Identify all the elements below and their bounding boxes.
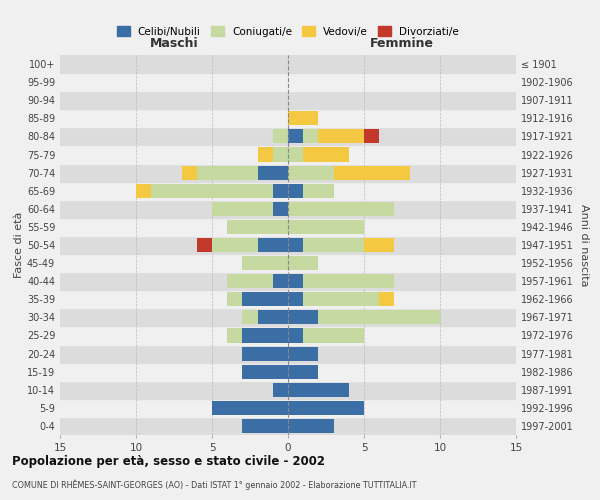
Bar — [288, 292, 303, 306]
Bar — [273, 148, 288, 162]
Bar — [60, 73, 516, 91]
Bar — [60, 110, 516, 128]
Bar — [60, 399, 516, 417]
Bar — [60, 272, 516, 290]
Bar — [288, 202, 394, 216]
Text: Maschi: Maschi — [149, 36, 199, 50]
Text: Femmine: Femmine — [370, 36, 434, 50]
Bar — [288, 238, 303, 252]
Bar — [227, 292, 242, 306]
Legend: Celibi/Nubili, Coniugati/e, Vedovi/e, Divorziati/e: Celibi/Nubili, Coniugati/e, Vedovi/e, Di… — [113, 22, 463, 41]
Bar — [60, 182, 516, 200]
Bar — [60, 344, 516, 362]
Bar — [303, 238, 364, 252]
Bar — [60, 146, 516, 164]
Bar — [60, 200, 516, 218]
Bar — [288, 328, 303, 342]
Bar — [197, 166, 257, 179]
Bar — [257, 310, 288, 324]
Bar — [303, 184, 334, 198]
Bar — [288, 220, 364, 234]
Bar — [242, 328, 288, 342]
Bar — [273, 202, 288, 216]
Bar — [212, 401, 288, 415]
Bar — [60, 308, 516, 326]
Bar — [60, 91, 516, 110]
Bar — [273, 130, 288, 143]
Bar — [60, 236, 516, 254]
Bar — [288, 130, 303, 143]
Bar — [334, 166, 410, 179]
Bar — [288, 166, 334, 179]
Bar — [288, 310, 319, 324]
Bar — [303, 274, 394, 288]
Bar — [288, 419, 334, 433]
Bar — [60, 128, 516, 146]
Bar — [288, 401, 364, 415]
Bar — [288, 148, 303, 162]
Bar — [60, 326, 516, 344]
Bar — [273, 184, 288, 198]
Bar — [182, 166, 197, 179]
Bar — [303, 328, 364, 342]
Bar — [197, 238, 212, 252]
Bar — [288, 364, 319, 378]
Bar — [60, 164, 516, 182]
Bar — [273, 382, 288, 397]
Y-axis label: Fasce di età: Fasce di età — [14, 212, 24, 278]
Bar — [60, 218, 516, 236]
Bar — [60, 417, 516, 435]
Bar — [288, 274, 303, 288]
Bar — [242, 292, 288, 306]
Bar — [242, 419, 288, 433]
Bar — [319, 130, 364, 143]
Text: Popolazione per età, sesso e stato civile - 2002: Popolazione per età, sesso e stato civil… — [12, 455, 325, 468]
Bar — [364, 130, 379, 143]
Bar — [242, 310, 257, 324]
Y-axis label: Anni di nascita: Anni di nascita — [579, 204, 589, 286]
Bar — [288, 256, 319, 270]
Bar — [60, 290, 516, 308]
Bar — [303, 292, 379, 306]
Bar — [242, 364, 288, 378]
Bar — [60, 362, 516, 380]
Bar — [60, 55, 516, 73]
Bar — [257, 148, 273, 162]
Bar — [303, 130, 319, 143]
Bar — [288, 112, 319, 126]
Bar — [257, 166, 288, 179]
Bar — [227, 220, 288, 234]
Bar — [212, 202, 273, 216]
Bar — [364, 238, 394, 252]
Bar — [136, 184, 151, 198]
Bar — [60, 380, 516, 399]
Bar — [288, 346, 319, 360]
Bar — [257, 238, 288, 252]
Bar — [227, 274, 273, 288]
Bar — [288, 382, 349, 397]
Text: COMUNE DI RHÊMES-SAINT-GEORGES (AO) - Dati ISTAT 1° gennaio 2002 - Elaborazione : COMUNE DI RHÊMES-SAINT-GEORGES (AO) - Da… — [12, 480, 416, 490]
Bar — [319, 310, 440, 324]
Bar — [242, 346, 288, 360]
Bar — [227, 328, 242, 342]
Bar — [212, 238, 257, 252]
Bar — [273, 274, 288, 288]
Bar — [242, 256, 288, 270]
Bar — [379, 292, 394, 306]
Bar — [151, 184, 273, 198]
Bar — [303, 148, 349, 162]
Bar — [288, 184, 303, 198]
Bar — [60, 254, 516, 272]
